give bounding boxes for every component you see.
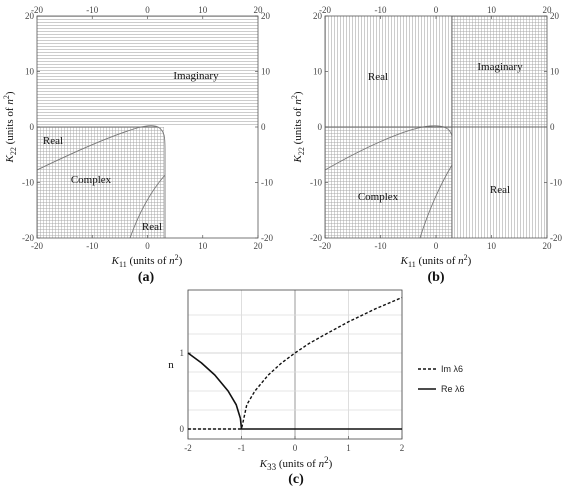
boundary-curve-a	[37, 125, 166, 238]
xtick-label-bottom: -10	[86, 241, 98, 251]
xtick-label-bottom: -10	[375, 241, 387, 251]
ytick-label-left: -10	[22, 178, 34, 188]
ytick-label-left: 10	[313, 67, 323, 77]
xtick-label-top: -20	[31, 5, 43, 15]
ytick-label-left: 20	[313, 11, 323, 21]
ytick-label-left: -10	[310, 178, 322, 188]
xtick-label-bottom: 10	[487, 241, 497, 251]
ytick-label-left: 20	[25, 11, 35, 21]
region-label-imaginary-a: Imaginary	[173, 70, 219, 82]
ytick-label-right: 20	[550, 11, 560, 21]
ylabel-a: K22 (units of n2)	[2, 91, 18, 163]
grid-c	[187, 290, 403, 439]
xtick-label: 1	[346, 443, 351, 453]
xtick-label-top: -20	[319, 5, 331, 15]
region-label-real-b1: Real	[368, 71, 388, 83]
panel-label-c: (c)	[288, 472, 304, 487]
ytick-label-left: 0	[318, 122, 323, 132]
series-lines-c	[187, 296, 403, 430]
xtick-label-top: 20	[254, 5, 264, 15]
xtick-label: -2	[184, 443, 192, 453]
region-real-lower-fill-b	[452, 127, 547, 238]
xtick-label-top: 0	[434, 5, 439, 15]
ytick-label-right: 20	[261, 11, 271, 21]
ylabel-c: n	[168, 359, 174, 371]
xtick-label-bottom: 20	[254, 241, 264, 251]
xtick-label-top: 10	[198, 5, 208, 15]
ytick-label-right: -20	[261, 233, 273, 243]
xtick-label-bottom: 0	[434, 241, 439, 251]
region-imaginary-fill-b	[452, 16, 547, 127]
panel-label-b: (b)	[427, 270, 444, 285]
ytick-label-right: -10	[261, 178, 273, 188]
region-label-complex-a: Complex	[71, 174, 112, 186]
xtick-label-bottom: 20	[543, 241, 553, 251]
xlabel-b: K11 (units of n2)	[400, 253, 472, 269]
ytick-label-right: 10	[261, 67, 271, 77]
ytick-label-right: 0	[261, 122, 266, 132]
xtick-label-bottom: -20	[31, 241, 43, 251]
series-line-re-lambda6	[187, 352, 402, 430]
panel-c: -2 -1 0 1 2 0 1 n Im λ6 Re λ6 K33 (units of n2…	[168, 289, 465, 487]
ytick-label-right: -20	[550, 233, 562, 243]
xlabel-c: K33 (units of n2)	[259, 455, 333, 472]
xtick-label-top: 0	[145, 5, 150, 15]
region-complex-fill-b	[325, 127, 452, 238]
region-real-upper-fill	[325, 16, 452, 127]
ytick-label-right: 0	[550, 122, 555, 132]
region-label-real-b2: Real	[490, 184, 510, 196]
ytick-label-right: 10	[550, 67, 560, 77]
xtick-label: 0	[293, 443, 298, 453]
xtick-label: -1	[238, 443, 246, 453]
xtick-label-bottom: -20	[319, 241, 331, 251]
ticks-c: -2 -1 0 1 2 0 1	[180, 348, 405, 453]
ytick-label-left: 0	[30, 122, 35, 132]
ytick-label-left: -20	[22, 233, 34, 243]
ytick-label-left: 10	[25, 67, 35, 77]
region-right-blank	[164, 127, 258, 238]
region-label-real-a1: Real	[43, 135, 63, 147]
ytick-label: 0	[180, 424, 185, 434]
xtick-label-bottom: 0	[145, 241, 150, 251]
legend-label-im: Im λ6	[441, 364, 463, 374]
xtick-label-top: -10	[86, 5, 98, 15]
series-line-im-lambda6	[188, 296, 403, 430]
region-label-complex-b: Complex	[358, 191, 399, 203]
boundary-curve-b	[325, 125, 453, 238]
region-imaginary-fill	[37, 16, 258, 127]
ytick-label-left: -20	[310, 233, 322, 243]
panel-label-a: (a)	[138, 270, 155, 285]
xtick-label-bottom: 10	[198, 241, 208, 251]
xtick-label-top: 20	[543, 5, 553, 15]
ytick-label: 1	[180, 348, 185, 358]
ylabel-b: K22 (units of n2)	[290, 91, 306, 163]
xtick-label-top: -10	[375, 5, 387, 15]
legend-c: Im λ6 Re λ6	[418, 364, 465, 394]
xlabel-a: K11 (units of n2)	[111, 253, 183, 269]
xtick-label: 2	[400, 443, 405, 453]
legend-label-re: Re λ6	[441, 384, 465, 394]
region-label-imaginary-b: Imaginary	[477, 61, 523, 73]
ytick-label-right: -10	[550, 178, 562, 188]
xtick-label-top: 10	[487, 5, 497, 15]
region-label-real-a2: Real	[142, 221, 162, 233]
